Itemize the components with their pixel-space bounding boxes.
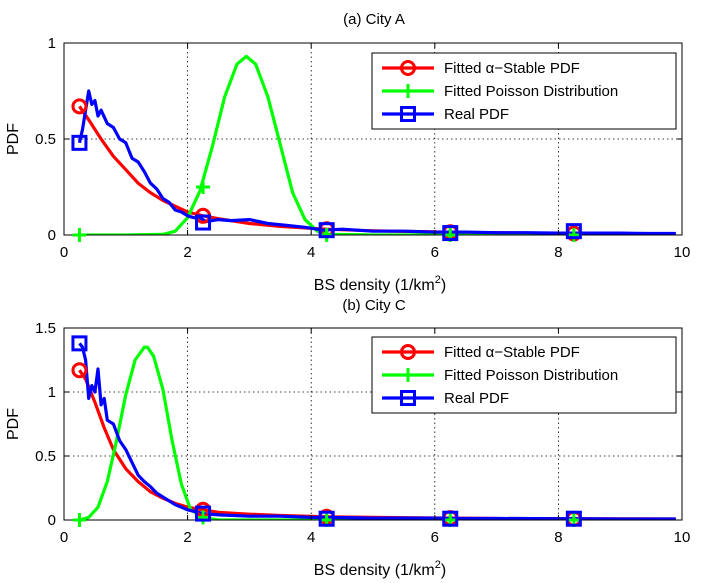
legend-entry-label: Fitted Poisson Distribution — [444, 83, 618, 100]
x-tick-label: 8 — [554, 529, 562, 546]
x-axis-label-a: BS density (1/km2) — [314, 274, 446, 294]
legend-entry-label: Fitted α−Stable PDF — [444, 344, 580, 361]
series-line-3 — [78, 342, 676, 520]
x-tick-label: 4 — [307, 529, 315, 546]
x-tick-label: 4 — [307, 244, 315, 261]
series-3-marker — [195, 505, 212, 522]
legend-swatch-marker — [400, 106, 416, 122]
y-tick-label: 0 — [48, 512, 56, 529]
series-line-2 — [79, 54, 676, 235]
legend-swatch-marker — [400, 60, 416, 76]
y-tick-label: 1 — [48, 384, 56, 401]
axes-box-b — [63, 327, 683, 521]
series-1-marker — [71, 98, 88, 115]
series-3-marker — [318, 222, 335, 239]
series-2-marker — [72, 228, 87, 242]
series-3-marker — [442, 510, 459, 527]
x-tick-label: 6 — [431, 244, 439, 261]
series-line-3 — [77, 89, 676, 235]
x-tick-label: 2 — [183, 529, 191, 546]
series-2-marker — [566, 228, 581, 242]
ticks-b: 0 2 4 6 8 10 0 0.5 1 1.5 — [35, 320, 690, 546]
chart-panel-city-c: (b) City C 0 2 4 6 8 10 0 0.5 1 1.5 BS density (1… — [5, 297, 690, 579]
series-3-marker — [565, 510, 582, 527]
series-group-a — [77, 54, 676, 235]
series-3-marker — [318, 510, 335, 527]
series-3-marker — [442, 225, 459, 242]
legend-entry-label: Real PDF — [444, 390, 509, 407]
ticks-a: 0 2 4 6 8 10 0 0.5 1 — [35, 35, 690, 261]
x-axis-label-b-text: BS density (1/km — [314, 562, 435, 579]
x-tick-label: 6 — [431, 529, 439, 546]
y-axis-label-a: PDF — [5, 123, 22, 155]
y-tick-label: 0.5 — [35, 131, 56, 148]
series-markers — [71, 98, 582, 242]
legend-b: Fitted α−Stable PDF Fitted Poisson Distri… — [371, 336, 677, 414]
series-3-marker — [195, 214, 212, 231]
x-tick-label: 8 — [554, 244, 562, 261]
series-2-marker — [72, 513, 87, 527]
series-2-marker — [319, 228, 334, 242]
x-axis-label-a-sup: 2 — [435, 274, 441, 286]
y-tick-label: 1.5 — [35, 320, 56, 337]
series-2-marker — [196, 180, 211, 194]
series-2-marker — [196, 510, 211, 525]
legend-swatch-marker — [401, 368, 415, 382]
x-axis-label-a-end: ) — [441, 277, 446, 294]
series-3-marker — [71, 134, 88, 151]
legend-entry-label: Fitted Poisson Distribution — [444, 367, 618, 384]
y-tick-label: 1 — [48, 35, 56, 52]
chart-title-b: (b) City C — [342, 297, 406, 314]
x-axis-label-b-end: ) — [441, 562, 446, 579]
x-tick-label: 10 — [674, 529, 691, 546]
x-axis-label-b: BS density (1/km2) — [314, 559, 446, 579]
x-tick-label: 2 — [183, 244, 191, 261]
legend-entry-label: Fitted α−Stable PDF — [444, 60, 580, 77]
x-axis-label-b-sup: 2 — [435, 559, 441, 571]
series-3-marker — [565, 223, 582, 240]
y-tick-label: 0 — [48, 227, 56, 244]
y-axis-label-b: PDF — [5, 408, 22, 440]
x-tick-label: 10 — [674, 244, 691, 261]
x-tick-label: 0 — [60, 244, 68, 261]
legend-swatch-marker — [400, 344, 416, 360]
chart-title-a: (a) City A — [343, 11, 405, 28]
series-markers — [71, 335, 582, 527]
legend-entry-label: Real PDF — [444, 106, 509, 123]
legend-swatch-marker — [400, 390, 416, 406]
y-tick-label: 0.5 — [35, 448, 56, 465]
x-tick-label: 0 — [60, 529, 68, 546]
legend-swatch-marker — [401, 84, 415, 98]
series-1-marker — [71, 362, 88, 379]
chart-panel-city-a: (a) City A 0 2 4 6 8 10 0 0.5 1 BS density (1/km… — [5, 11, 690, 294]
series-group-b — [78, 342, 676, 520]
x-axis-label-a-text: BS density (1/km — [314, 277, 435, 294]
legend-a: Fitted α−Stable PDF Fitted Poisson Distri… — [371, 52, 677, 130]
series-3-marker — [71, 335, 88, 352]
